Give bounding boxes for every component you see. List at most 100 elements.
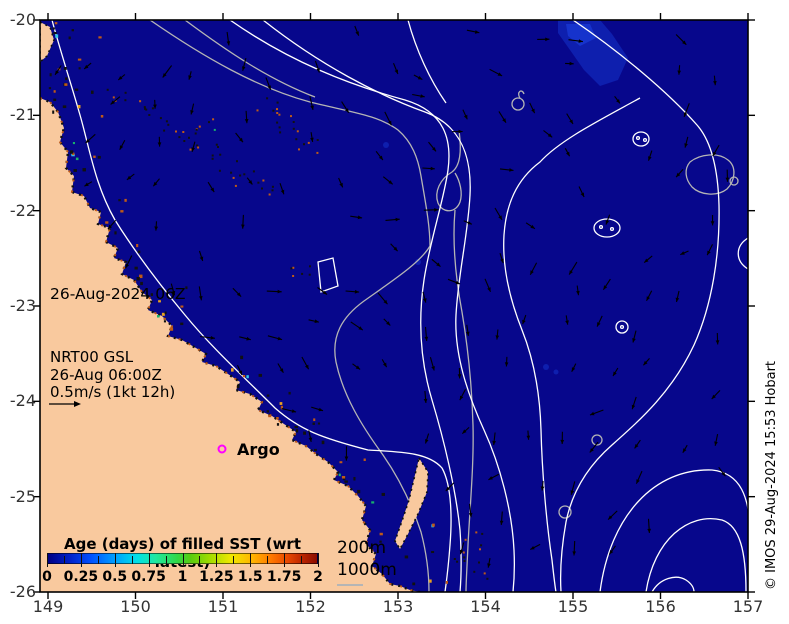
reef-speck [276,108,278,111]
velocity-key-line1: NRT00 GSL [50,348,134,366]
current-arrow-head [603,285,608,290]
reef-speck [278,113,281,116]
colorbar-tick-label: 1.5 [237,569,263,585]
reef-speck [175,130,177,133]
coast-speck [53,32,57,35]
colorbar-tick-mark [250,553,252,567]
coast-speck [97,155,101,159]
current-arrow-head [714,441,718,446]
current-arrow-head [715,340,720,345]
reef-speck [316,139,319,141]
reef-speck [486,577,489,580]
colorbar-minor-tick [267,556,269,564]
current-arrow-head [569,119,573,124]
reef-speck [268,193,271,196]
current-arrow-head [423,398,428,403]
current-arrow-head [683,112,688,117]
coast-speck [312,422,315,425]
coast-speck [379,532,383,536]
coast-speck [431,551,435,554]
coast-speck [429,579,432,583]
current-arrow-head [636,479,640,484]
current-arrow-head [572,551,576,556]
current-arrow-head [434,208,439,212]
coast-speck [344,480,348,483]
colorbar-tick-label: 0.75 [131,569,166,585]
current-arrow-head [423,298,427,303]
reef-speck [230,171,233,174]
coast-speck [445,581,448,584]
reef-speck [473,570,476,573]
current-arrow-head [84,182,89,187]
y-tick-label: -21 [9,105,36,125]
reef-speck [194,132,197,135]
current-arrow-head [597,322,601,327]
x-tick-label: 150 [120,597,151,616]
coast-speck [242,375,246,378]
current-arrow-head [310,137,314,142]
coast-speck [280,405,283,410]
reef-speck [479,548,481,551]
current-arrow-head [710,221,715,226]
current-arrow-head [531,108,535,114]
reef-speck [144,107,146,110]
colorbar-tick-mark [318,553,319,567]
coast-speck [303,431,306,435]
current-arrow-head [314,319,319,323]
current-arrow-head [644,258,649,263]
current-arrow-head [487,287,491,292]
current-arrow-head [560,439,565,444]
current-arrow-head [499,520,504,525]
reef-speck [309,265,311,268]
reef-speck [292,121,295,123]
current-arrow-head [580,192,585,197]
current-arrow-head [530,224,535,229]
current-arrow-head [188,75,192,80]
current-arrow-head [569,61,574,66]
current-arrow-head [459,395,464,401]
current-arrow-head [431,366,435,371]
current-arrow-head [119,145,124,150]
reef-speck [271,185,274,188]
current-arrow-head [590,411,595,416]
coast-speck [353,477,356,481]
coast-speck [236,385,240,389]
x-tick-label: 155 [557,597,589,616]
reef-speck [218,169,221,172]
coast-speck [105,221,109,224]
colorbar-tick-label: 2 [313,569,323,585]
reef-speck [481,532,484,535]
reef-speck [276,101,279,104]
coast-speck [48,87,52,90]
reef-speck [316,151,319,154]
colorbar-minor-tick [199,556,201,564]
current-arrow-head [457,374,462,379]
current-arrow-head [509,168,514,172]
current-arrow-head [425,439,429,444]
colorbar-tick-mark [80,553,82,567]
fraser-island [395,458,428,549]
y-tick-label: -24 [9,391,36,411]
coast-speck [379,540,382,543]
current-arrow-head [462,429,467,434]
current-arrow-head [277,336,283,341]
coast-speck [288,391,291,395]
colorbar-minor-tick [233,556,235,564]
x-tick-label: 154 [470,597,501,616]
coast-speck [371,501,375,504]
reef-speck [211,157,214,160]
current-arrow-head [467,221,472,225]
current-arrow-head [125,263,129,269]
current-arrow-head [153,181,158,187]
current-arrow-head [244,119,249,124]
coast-speck [341,476,346,479]
depth-contour-key: 200m 1000m [337,537,397,581]
current-arrow-head [383,299,388,305]
current-arrow-head [162,73,167,78]
current-arrow-head [497,72,503,76]
reef-speck [278,126,281,129]
reef-speck [124,99,127,102]
reef-speck [213,128,216,131]
current-arrow-head [246,336,251,341]
